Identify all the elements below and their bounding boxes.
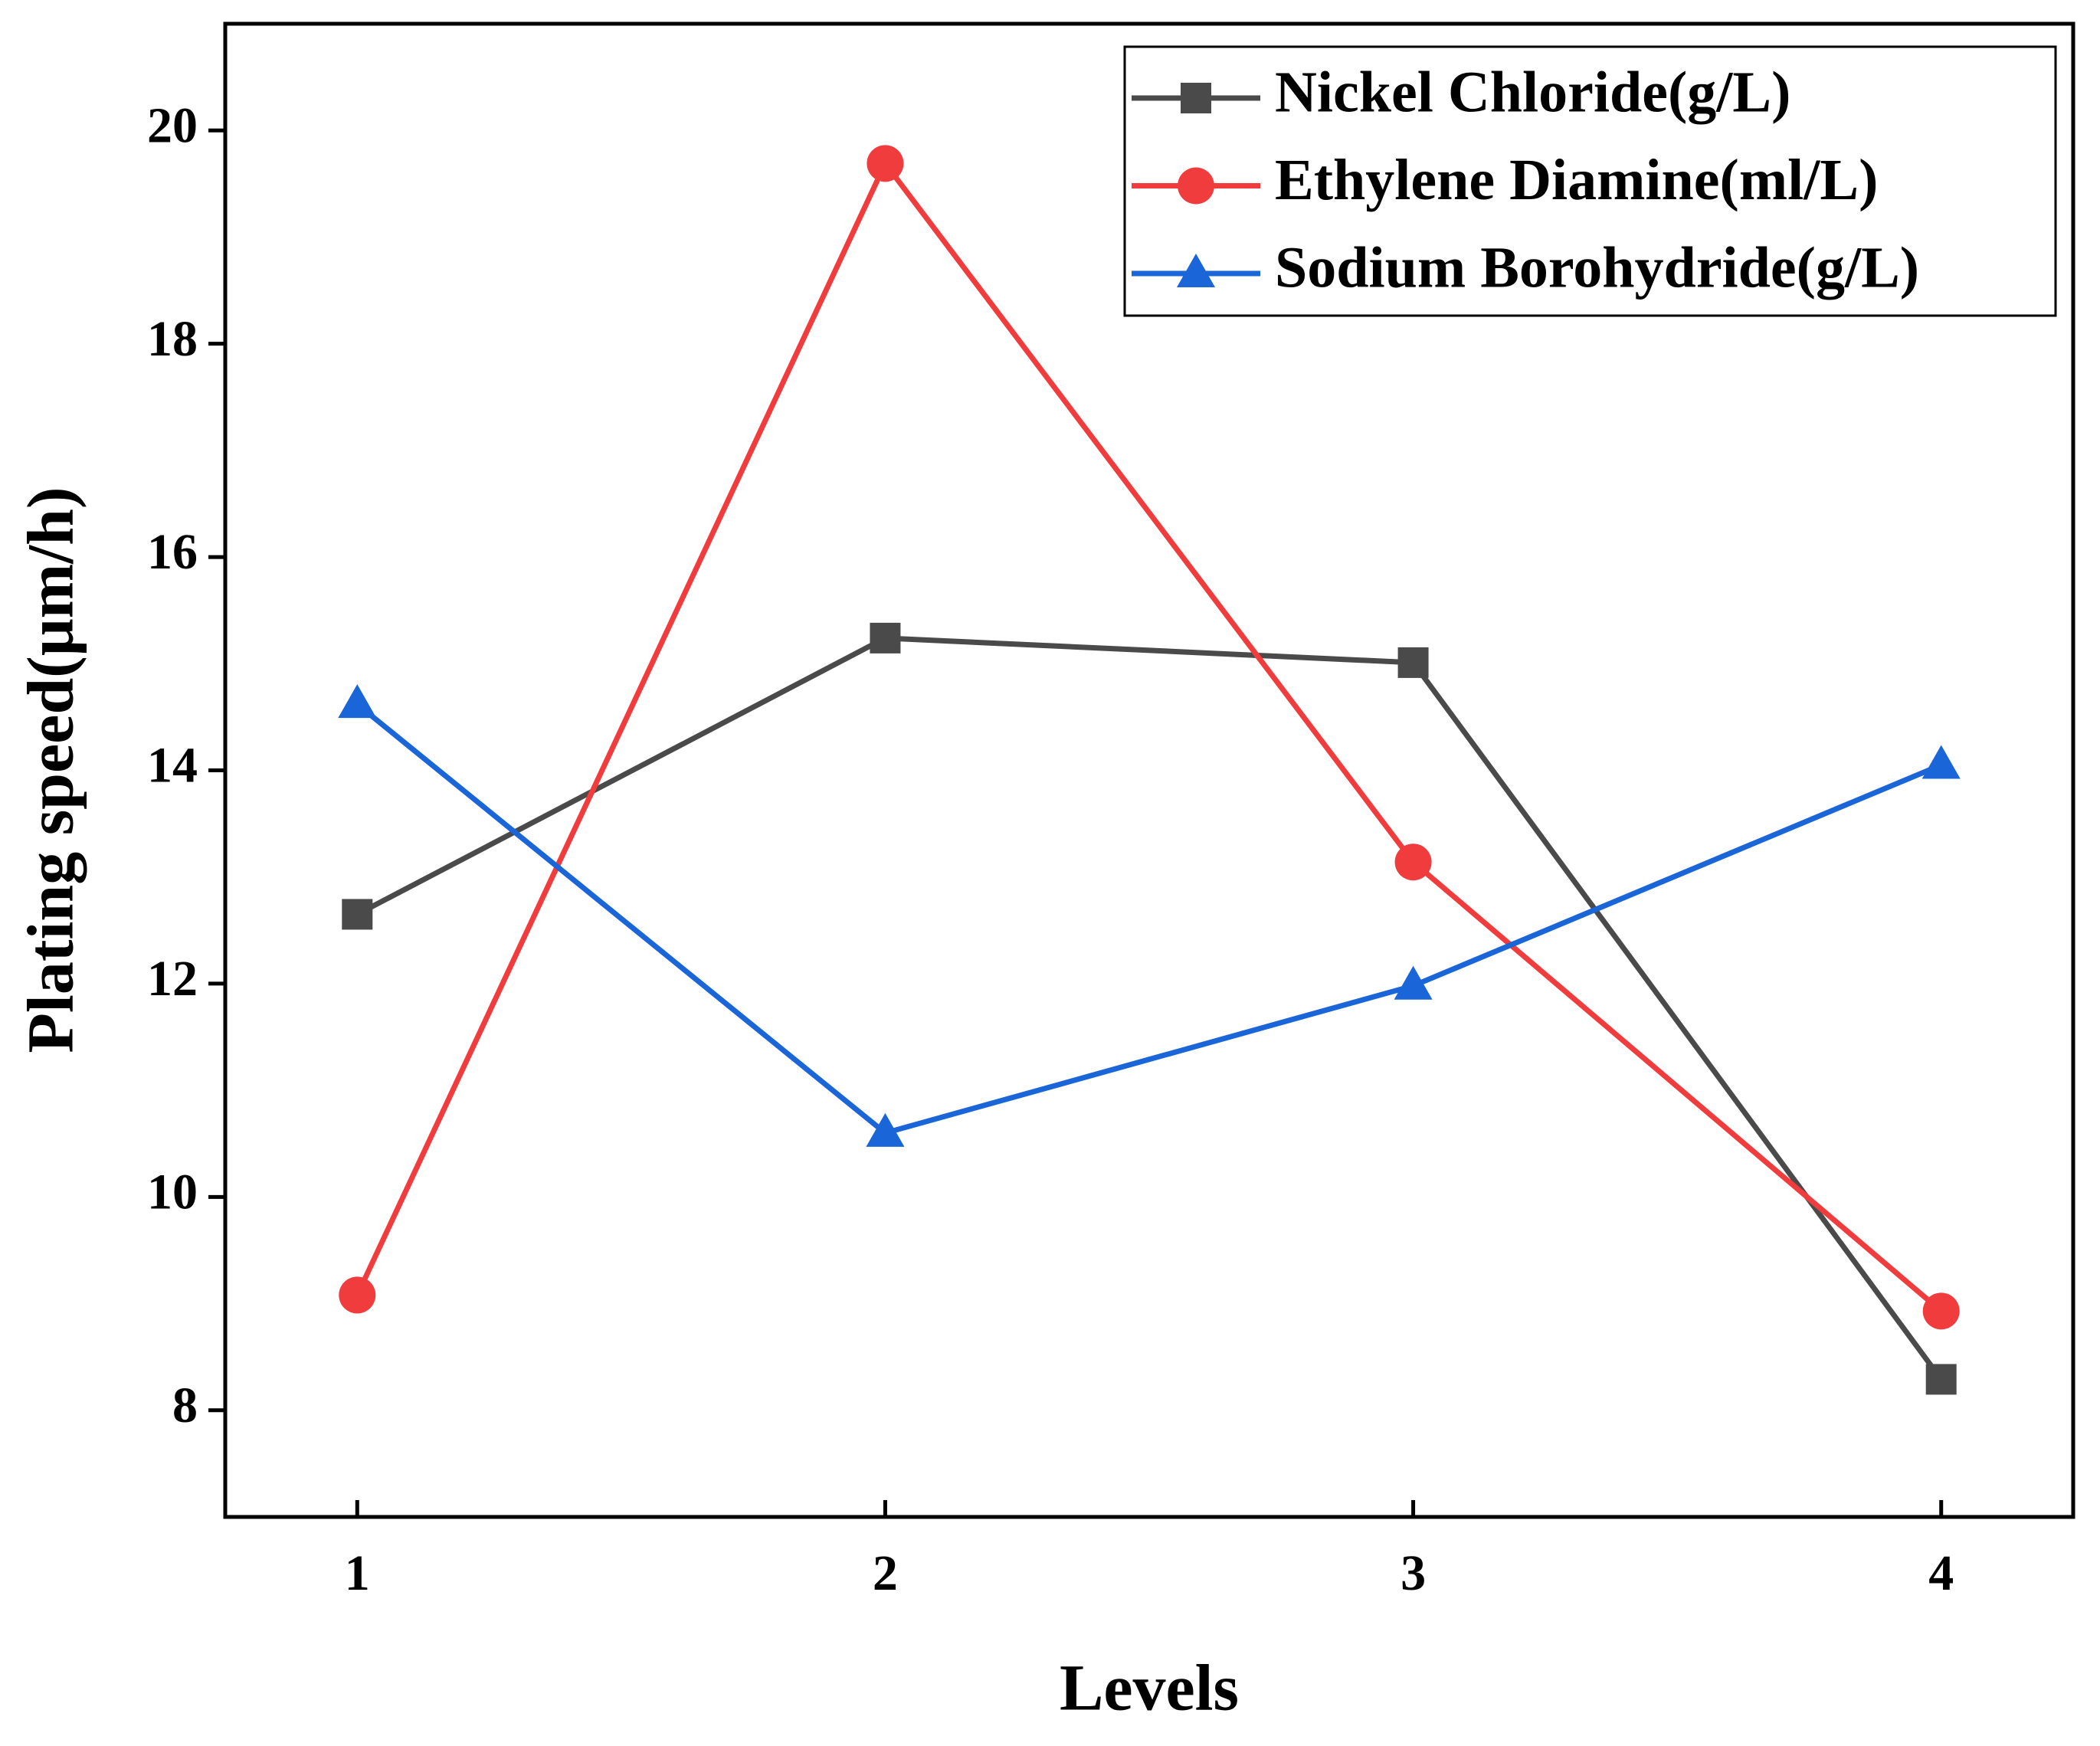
x-tick-label: 1 bbox=[345, 1545, 370, 1601]
legend-text: Sodium Borohydride(g/L) bbox=[1275, 235, 1919, 300]
legend-text: Nickel Chloride(g/L) bbox=[1275, 60, 1790, 124]
legend-marker bbox=[1181, 83, 1211, 113]
data-point bbox=[1394, 844, 1432, 881]
y-tick-label: 18 bbox=[147, 311, 198, 367]
x-axis-label: Levels bbox=[1060, 1651, 1239, 1725]
series-line bbox=[355, 635, 1944, 1381]
x-tick-label: 4 bbox=[1928, 1545, 1954, 1601]
y-tick-label: 20 bbox=[147, 97, 198, 153]
y-tick-label: 12 bbox=[147, 951, 198, 1007]
legend-text: Ethylene Diamine(ml/L) bbox=[1275, 148, 1878, 212]
series-line bbox=[355, 702, 1943, 1136]
legend-marker bbox=[1178, 167, 1214, 205]
data-point bbox=[1925, 1364, 1957, 1395]
y-tick-label: 14 bbox=[147, 738, 198, 794]
y-tick-label: 16 bbox=[147, 524, 198, 580]
y-tick-label: 10 bbox=[147, 1164, 198, 1220]
data-point bbox=[1921, 745, 1961, 779]
data-point bbox=[342, 899, 373, 930]
data-point bbox=[1397, 647, 1429, 678]
data-point bbox=[866, 1112, 905, 1147]
data-point bbox=[1922, 1292, 1960, 1330]
data-point bbox=[339, 1276, 376, 1314]
data-point bbox=[867, 145, 904, 182]
data-point bbox=[1394, 965, 1433, 1000]
x-tick-label: 3 bbox=[1401, 1545, 1426, 1601]
data-point bbox=[338, 684, 377, 719]
legend-box bbox=[1123, 45, 2057, 317]
legend-marker bbox=[1177, 254, 1215, 287]
series-line bbox=[355, 158, 1943, 1313]
y-axis-label: Plating speed(μm/h) bbox=[14, 486, 87, 1053]
x-tick-label: 2 bbox=[873, 1545, 898, 1601]
y-tick-label: 8 bbox=[172, 1377, 198, 1433]
data-point bbox=[870, 622, 901, 654]
